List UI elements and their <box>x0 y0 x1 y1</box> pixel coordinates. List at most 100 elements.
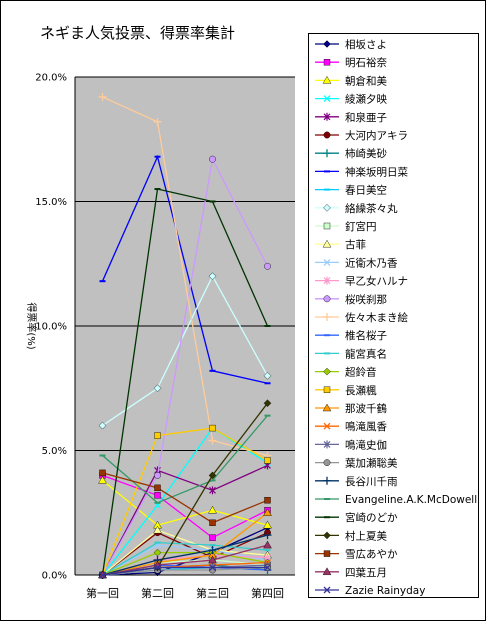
legend-label: 長谷川千雨 <box>345 476 398 488</box>
data-point <box>264 497 271 504</box>
data-point <box>154 492 161 499</box>
legend-label: 大河内アキラ <box>345 129 408 142</box>
legend-label: 鳴滝風香 <box>345 420 387 433</box>
legend-item: 鳴滝風香 <box>315 420 387 433</box>
legend-label: 村上夏美 <box>345 529 387 542</box>
legend-swatch-marker <box>323 258 331 266</box>
data-point <box>209 544 216 547</box>
series-line <box>102 415 268 504</box>
data-point <box>98 475 107 484</box>
legend-swatch-marker <box>323 476 331 485</box>
legend-item: 和泉亜子 <box>315 111 387 124</box>
series-line <box>102 544 268 576</box>
legend-label: 絡繰茶々丸 <box>345 202 398 215</box>
data-point <box>208 555 217 564</box>
legend-item: 近衛木乃香 <box>315 256 398 269</box>
legend: 相坂さよ明石裕奈朝倉和美綾瀬夕映和泉亜子大河内アキラ柿崎美砂神楽坂明日菜春日美空… <box>315 38 477 597</box>
data-point <box>208 471 217 480</box>
series-line <box>101 157 269 576</box>
legend-item: 雪広あやか <box>315 548 398 561</box>
series-31 <box>99 564 271 579</box>
legend-item: 釘宮円 <box>315 220 377 233</box>
chart-title: ネギま人気投票、得票率集計 <box>40 24 235 42</box>
legend-item: 超鈴音 <box>315 366 377 379</box>
data-point <box>208 546 217 555</box>
data-point <box>209 564 216 571</box>
legend-swatch-marker <box>323 367 331 376</box>
legend-item: 桜咲刹那 <box>315 293 387 306</box>
legend-swatch-marker <box>323 440 331 449</box>
legend-label: 葉加瀬聡美 <box>345 457 398 470</box>
legend-swatch-marker <box>323 149 331 158</box>
legend-label: 釘宮円 <box>345 220 377 233</box>
legend-item: 那波千鶴 <box>315 402 387 415</box>
data-point <box>209 486 216 495</box>
x-axis-tick-labels: 第一回 第二回 第三回 第四回 <box>86 586 284 600</box>
legend-label: 桜咲刹那 <box>345 293 387 306</box>
legend-item: 綾瀬夕映 <box>315 93 387 106</box>
series-10 <box>98 272 272 430</box>
series-line <box>102 474 268 539</box>
legend-label: 四葉五月 <box>345 566 387 579</box>
legend-item: 神楽坂明日菜 <box>315 165 408 178</box>
legend-swatch-marker <box>324 170 330 173</box>
series-lines <box>98 92 272 579</box>
legend-label: 近衛木乃香 <box>345 256 398 269</box>
data-point <box>99 280 106 283</box>
legend-item: 龍宮真名 <box>315 347 387 360</box>
legend-item: 古菲 <box>315 238 366 251</box>
data-point <box>154 471 161 479</box>
legend-label: Evangeline.A.K.McDowell <box>345 494 477 506</box>
legend-item: 明石裕奈 <box>315 56 387 69</box>
data-point <box>264 564 271 571</box>
data-point <box>153 117 162 126</box>
data-point <box>209 369 216 372</box>
y-axis-label: 得票率(%) <box>25 302 38 349</box>
series-line <box>102 531 268 576</box>
legend-swatch-marker <box>323 459 331 466</box>
series-line <box>102 541 268 576</box>
data-point <box>263 508 272 516</box>
data-point <box>153 525 162 534</box>
data-point <box>99 571 106 579</box>
legend-swatch-marker <box>323 131 331 139</box>
legend-swatch-marker <box>323 204 331 212</box>
legend-swatch-marker <box>323 386 331 393</box>
data-point <box>154 432 161 439</box>
legend-label: 柿崎美砂 <box>345 147 387 160</box>
data-point <box>263 531 272 540</box>
y-axis-tick-labels: 0.0% 5.0% 10.0% 15.0% 20.0% <box>35 73 67 582</box>
legend-item: 椎名桜子 <box>315 329 387 342</box>
legend-label: 佐々木まき絵 <box>345 311 408 324</box>
data-point <box>154 188 161 191</box>
data-point <box>154 564 161 571</box>
data-point <box>209 155 216 163</box>
legend-item: 長瀬楓 <box>315 384 377 397</box>
series-29 <box>99 469 271 526</box>
series-line <box>102 479 268 526</box>
legend-item: 宮崎のどか <box>315 511 398 524</box>
series-line <box>101 427 268 576</box>
data-point <box>263 520 272 529</box>
legend-swatch-marker <box>323 95 331 103</box>
data-point <box>98 92 107 101</box>
legend-label: 龍宮真名 <box>345 347 387 360</box>
legend-label: 那波千鶴 <box>345 402 387 415</box>
legend-swatch-marker <box>323 531 331 540</box>
legend-swatch-marker <box>323 276 331 285</box>
data-point <box>209 424 216 432</box>
series-line <box>101 464 268 576</box>
data-point <box>154 541 161 544</box>
legend-swatch-marker <box>323 550 331 557</box>
series-line <box>102 566 268 576</box>
legend-label: Zazie Rainyday <box>345 585 425 597</box>
legend-label: 春日美空 <box>345 184 387 197</box>
legend-swatch-marker <box>322 75 332 84</box>
legend-item: 四葉五月 <box>315 566 387 579</box>
legend-item: Evangeline.A.K.McDowell <box>315 494 477 506</box>
data-point <box>263 399 272 407</box>
legend-label: 鳴滝史伽 <box>345 438 387 451</box>
series-line <box>102 534 268 576</box>
series-line <box>102 512 268 576</box>
